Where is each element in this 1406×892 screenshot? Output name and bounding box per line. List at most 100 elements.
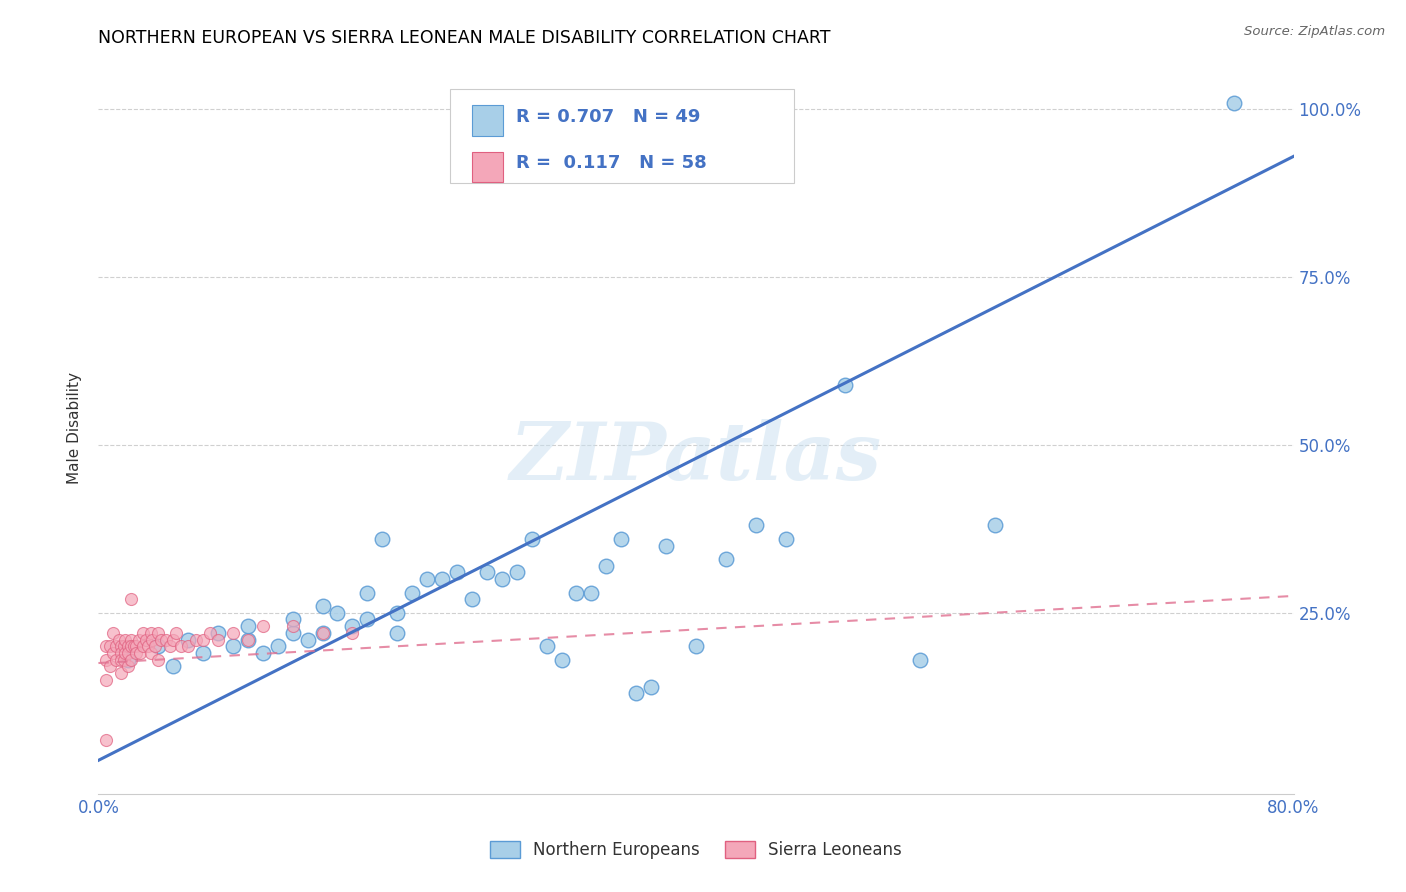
Point [105,639,128,653]
Point [385,606,409,620]
Point [581,585,603,599]
Point [236,632,259,647]
Point [610,532,633,546]
Point [236,619,259,633]
Point [159,639,181,653]
Point [135,632,157,647]
Point [94,639,117,653]
Point [112,653,135,667]
Point [162,632,184,647]
Text: R =  0.117   N = 58: R = 0.117 N = 58 [516,154,707,172]
Point [105,653,128,667]
Point [520,532,543,546]
Point [117,659,139,673]
Point [506,566,529,580]
Point [108,632,131,647]
Point [120,632,142,647]
Point [114,646,136,660]
Point [132,625,155,640]
Point [834,377,856,392]
Point [984,518,1007,533]
Point [132,639,155,653]
Point [120,653,142,667]
Point [148,639,170,653]
Point [236,632,259,647]
Point [117,653,139,667]
Point [252,646,274,660]
Point [207,632,229,647]
Point [281,625,304,640]
Point [98,659,122,673]
Point [655,539,678,553]
Point [356,612,378,626]
Point [98,639,122,653]
Point [141,632,163,647]
Point [356,585,378,599]
Point [112,639,135,653]
Point [200,625,222,640]
Point [461,592,484,607]
Point [110,646,132,660]
Point [155,632,177,647]
Point [150,632,173,647]
Point [475,566,498,580]
Point [114,632,136,647]
Point [110,666,132,681]
Point [177,632,200,647]
Point [385,625,409,640]
Point [143,639,166,653]
Y-axis label: Male Disability: Male Disability [67,372,83,484]
Point [1223,95,1246,110]
Point [908,653,931,667]
Point [565,585,588,599]
Point [124,639,146,653]
Point [222,639,245,653]
Point [626,686,648,700]
Point [110,653,132,667]
Point [177,639,200,653]
Point [165,625,187,640]
Point [94,733,117,747]
Point [162,659,184,673]
Point [103,625,125,640]
Point [136,639,159,653]
Point [311,625,333,640]
Point [371,532,394,546]
Point [342,625,364,640]
Point [401,585,423,599]
Point [117,639,139,653]
Point [120,639,142,653]
Point [342,619,364,633]
Point [128,632,150,647]
Text: Source: ZipAtlas.com: Source: ZipAtlas.com [1244,25,1385,38]
Point [775,532,797,546]
Point [281,619,304,633]
Point [714,552,737,566]
Text: NORTHERN EUROPEAN VS SIERRA LEONEAN MALE DISABILITY CORRELATION CHART: NORTHERN EUROPEAN VS SIERRA LEONEAN MALE… [98,29,831,47]
Point [267,639,290,653]
Legend: Northern Europeans, Sierra Leoneans: Northern Europeans, Sierra Leoneans [484,835,908,866]
Text: R = 0.707   N = 49: R = 0.707 N = 49 [516,108,700,126]
Point [110,639,132,653]
Point [148,653,170,667]
Point [222,625,245,640]
Point [169,639,191,653]
Point [745,518,768,533]
Point [595,558,617,573]
Point [252,619,274,633]
Point [120,592,142,607]
Point [326,606,349,620]
Point [446,566,468,580]
Point [311,599,333,613]
Point [103,646,125,660]
Text: ZIPatlas: ZIPatlas [510,418,882,496]
Point [94,673,117,687]
Point [311,625,333,640]
Point [281,612,304,626]
Point [416,572,439,586]
Point [148,625,170,640]
Point [550,653,572,667]
Point [117,646,139,660]
Point [297,632,319,647]
Point [685,639,707,653]
